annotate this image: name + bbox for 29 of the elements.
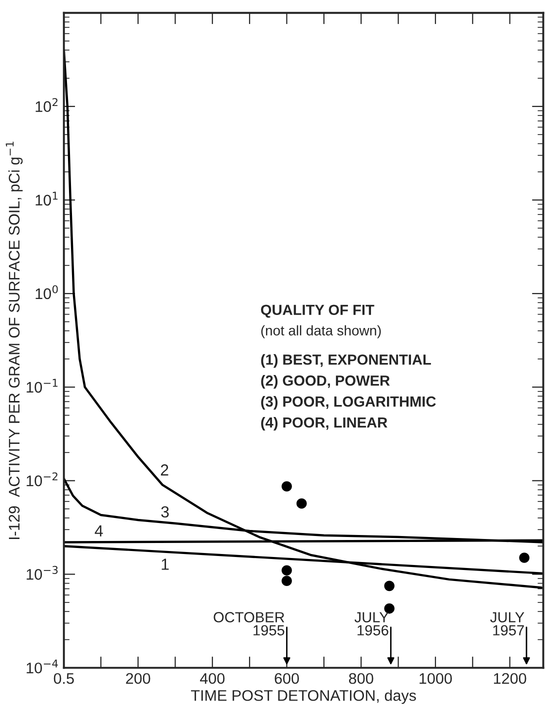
annotation: JULY 1957 [490,612,524,636]
y-tick-label: 10$^{−4}$ [26,660,58,674]
annotation: (1) BEST, EXPONENTIAL [261,354,431,368]
x-tick-label: 600 [274,673,299,684]
annotation: (2) GOOD, POWER [261,375,390,389]
y-tick-label: 10$^{1}$ [36,192,58,206]
annotation: OCTOBER 1955 [214,612,284,636]
annotation: 1 [162,558,169,570]
annotation: (not all data shown) [261,325,381,338]
annotation: JULY 1956 [354,612,389,636]
y-tick-label: 10$^{−2}$ [26,472,58,486]
annotation: 2 [160,464,168,476]
annotation: 3 [161,506,169,518]
y-tick-label: 10$^{0}$ [36,285,58,300]
y-tick-label: 10$^{−1}$ [26,378,58,393]
annotation: (4) POOR, LINEAR [261,416,388,431]
x-tick-label: 0.5 [54,673,74,684]
x-tick-label: 1000 [420,673,452,684]
annotation: (3) POOR, LOGARITHMIC [261,396,436,410]
annotation: 4 [94,525,103,536]
x-axis-title: TIME POST DETONATION, days [191,690,416,704]
annotation: QUALITY OF FIT [261,304,374,318]
x-tick-label: 1200 [494,673,526,684]
y-tick-label: 10$^{2}$ [36,98,58,112]
x-tick-label: 200 [126,673,150,684]
y-tick-label: 10$^{−3}$ [26,566,58,580]
x-tick-label: 400 [200,673,225,684]
y-axis-title: I-129 ACTIVITY PER GRAM OF SURFACE SOIL, pCi g$^{−1}$ [6,142,23,539]
x-tick-label: 800 [349,673,374,684]
